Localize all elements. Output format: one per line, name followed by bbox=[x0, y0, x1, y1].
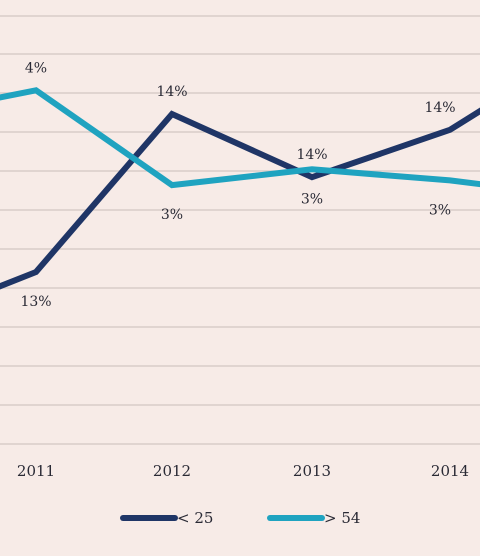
data-label-s1-2013: 14% bbox=[296, 147, 327, 163]
data-label-s2-2011: 4% bbox=[25, 60, 47, 76]
x-tick-2012: 2012 bbox=[153, 462, 191, 480]
x-tick-2013: 2013 bbox=[293, 462, 331, 480]
legend-label-2: > 54 bbox=[324, 509, 360, 527]
data-label-s1-2014: 14% bbox=[424, 100, 455, 116]
legend-label-1: < 25 bbox=[177, 509, 213, 527]
data-label-s2-2013: 3% bbox=[301, 191, 323, 207]
x-tick-2014: 2014 bbox=[431, 462, 469, 480]
x-tick-2011: 2011 bbox=[17, 462, 55, 480]
legend: < 25 > 54 bbox=[120, 509, 360, 527]
data-labels: 13% 14% 14% 14% 4% 3% 3% 3% bbox=[20, 60, 455, 310]
data-label-s1-2011: 13% bbox=[20, 294, 51, 310]
series-line-2 bbox=[0, 87, 480, 189]
data-label-s2-2012: 3% bbox=[161, 207, 183, 223]
data-label-s1-2012: 14% bbox=[156, 84, 187, 100]
series-lines bbox=[0, 87, 480, 290]
series-line-1 bbox=[0, 107, 480, 290]
x-axis-ticks: 2011 2012 2013 2014 bbox=[17, 462, 469, 480]
data-label-s2-2014: 3% bbox=[429, 202, 451, 218]
gridlines bbox=[0, 15, 480, 445]
